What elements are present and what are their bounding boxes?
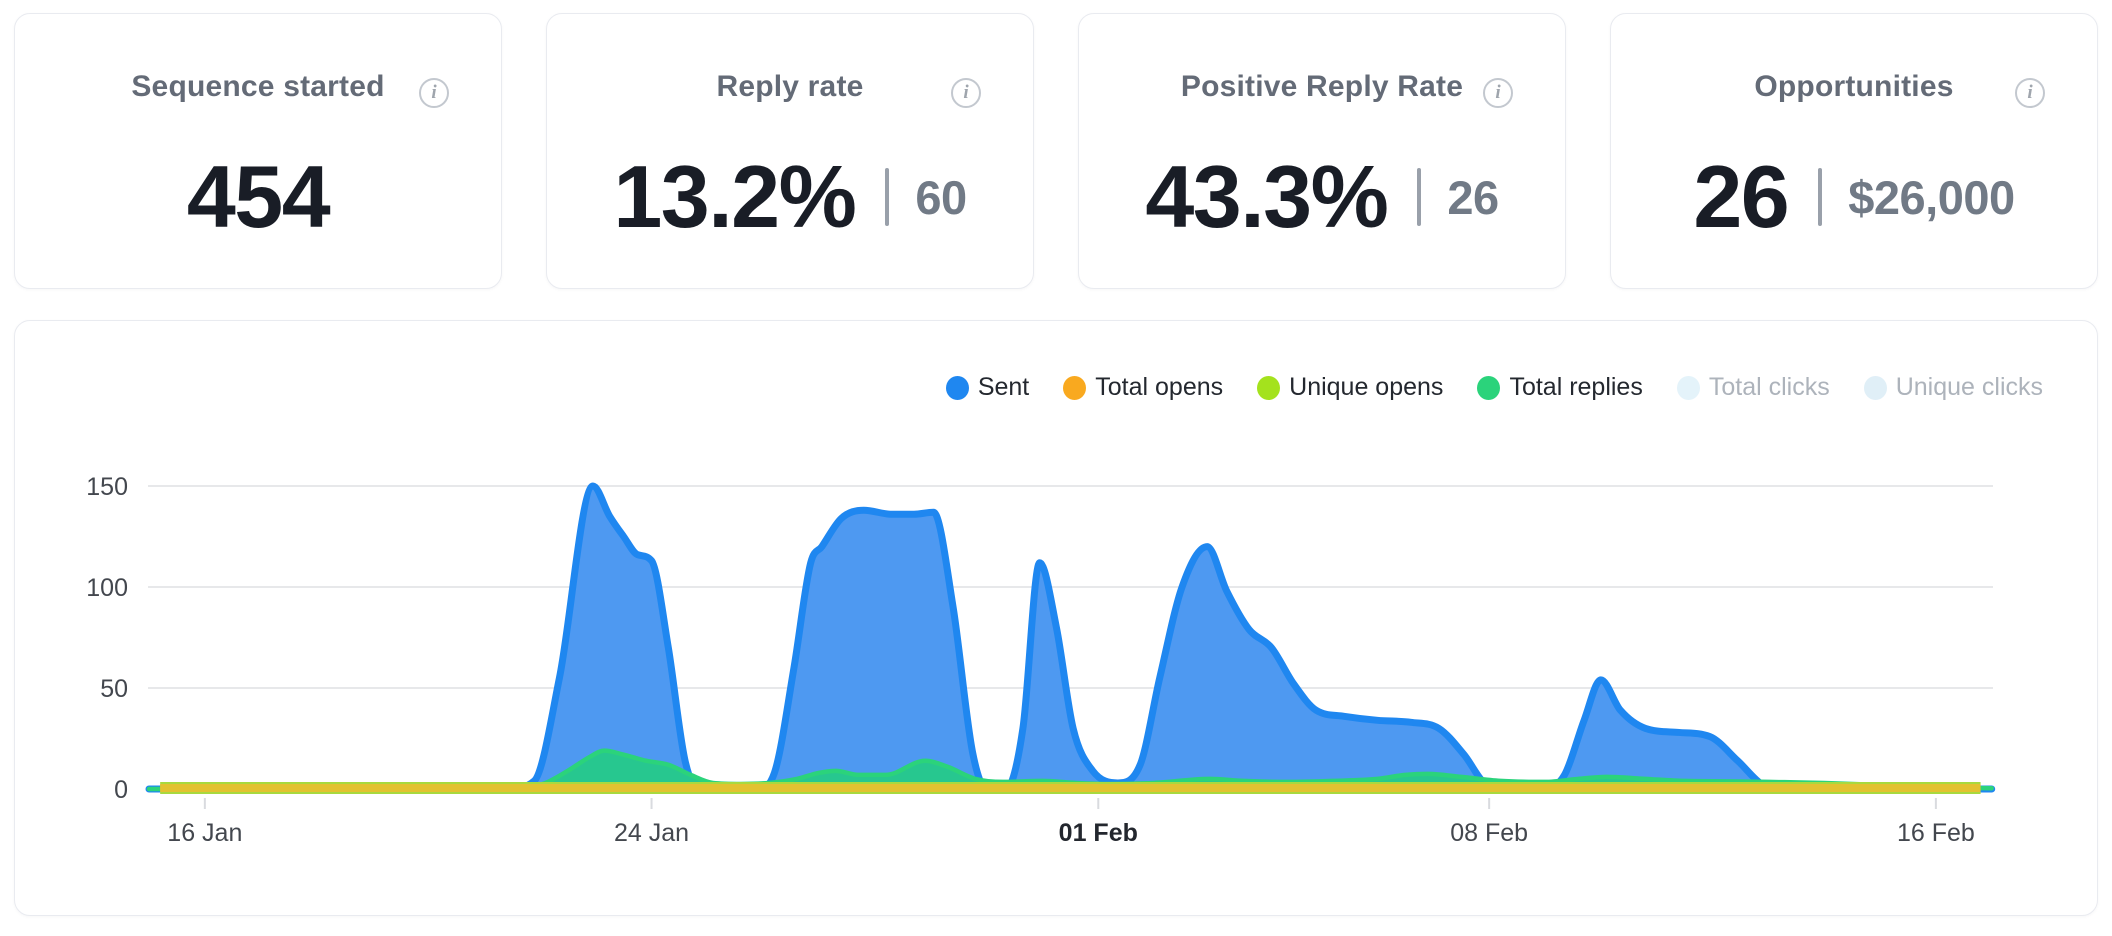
legend-item-total-clicks[interactable]: Total clicks bbox=[1676, 373, 1830, 402]
legend-dot-icon bbox=[1477, 375, 1501, 400]
stat-sub-group: $26,000 bbox=[1788, 168, 2015, 226]
stat-title: Sequence started bbox=[131, 70, 385, 103]
legend-label: Total clicks bbox=[1708, 373, 1830, 401]
legend-dot-icon bbox=[1257, 375, 1281, 400]
series-total-replies-area bbox=[149, 750, 1992, 789]
legend-label: Unique clicks bbox=[1895, 373, 2043, 401]
legend-label: Total opens bbox=[1095, 373, 1224, 401]
stat-secondary-value: $26,000 bbox=[1848, 170, 2015, 224]
info-icon[interactable] bbox=[419, 78, 449, 108]
y-axis-label: 50 bbox=[100, 675, 128, 703]
info-icon[interactable] bbox=[1483, 78, 1513, 108]
value-divider bbox=[1818, 168, 1823, 226]
legend-item-sent[interactable]: Sent bbox=[945, 373, 1030, 402]
legend-dot-icon bbox=[1063, 375, 1087, 400]
x-axis-label: 16 Jan bbox=[167, 819, 242, 847]
legend-label: Unique opens bbox=[1289, 373, 1444, 401]
chart-legend: Sent Total opens Unique opens Total replies… bbox=[945, 373, 2043, 402]
legend-dot-icon bbox=[945, 375, 969, 400]
series-sent-area bbox=[149, 486, 1992, 789]
stat-sub-group: 60 bbox=[855, 168, 967, 226]
stat-card-opportunities: Opportunities 26 $26,000 bbox=[1610, 13, 2098, 289]
legend-label: Sent bbox=[977, 373, 1030, 401]
stat-value-row: 26 $26,000 bbox=[1611, 146, 2097, 248]
legend-label: Total replies bbox=[1509, 373, 1643, 401]
legend-item-unique-opens[interactable]: Unique opens bbox=[1257, 373, 1443, 402]
stat-title: Opportunities bbox=[1754, 70, 1954, 103]
stat-secondary-value: 26 bbox=[1447, 170, 1499, 224]
legend-dot-icon bbox=[1863, 375, 1887, 400]
legend-item-unique-clicks[interactable]: Unique clicks bbox=[1863, 373, 2043, 402]
stat-sub-group: 26 bbox=[1387, 168, 1499, 226]
value-divider bbox=[885, 168, 890, 226]
stat-value-row: 43.3% 26 bbox=[1079, 146, 1565, 248]
y-axis-label: 0 bbox=[114, 776, 128, 804]
value-divider bbox=[1417, 168, 1422, 226]
info-icon[interactable] bbox=[951, 78, 981, 108]
stat-value: 43.3% bbox=[1145, 147, 1389, 246]
legend-item-total-replies[interactable]: Total replies bbox=[1477, 373, 1643, 402]
stat-cards-row: Sequence started 454 Reply rate 13.2% 60 bbox=[14, 13, 2098, 289]
stat-value-row: 454 bbox=[15, 146, 501, 248]
x-axis-label: 16 Feb bbox=[1897, 819, 1975, 847]
stat-secondary-value: 60 bbox=[915, 170, 967, 224]
stat-card-reply-rate: Reply rate 13.2% 60 bbox=[546, 13, 1034, 289]
x-axis-label: 24 Jan bbox=[614, 819, 689, 847]
stat-value-row: 13.2% 60 bbox=[547, 146, 1033, 248]
y-axis-label: 150 bbox=[86, 473, 128, 501]
stat-card-positive-reply-rate: Positive Reply Rate 43.3% 26 bbox=[1078, 13, 1566, 289]
stat-value: 26 bbox=[1693, 147, 1789, 246]
stat-value: 13.2% bbox=[613, 147, 857, 246]
series-total-replies-line bbox=[146, 748, 1994, 792]
stat-title: Reply rate bbox=[716, 70, 864, 103]
stat-value: 454 bbox=[186, 147, 331, 246]
x-axis-label: 01 Feb bbox=[1059, 819, 1138, 847]
stat-title: Positive Reply Rate bbox=[1180, 70, 1464, 103]
chart-svg: 150 100 50 0 16 Jan 24 Jan 01 Feb 08 Feb 16 Feb bbox=[86, 473, 1996, 847]
x-axis-label: 08 Feb bbox=[1450, 819, 1528, 847]
sequence-activity-chart-card: Sent Total opens Unique opens Total replies… bbox=[14, 320, 2098, 916]
info-icon[interactable] bbox=[2015, 78, 2045, 108]
y-axis-label: 100 bbox=[86, 574, 128, 602]
legend-item-total-opens[interactable]: Total opens bbox=[1063, 373, 1223, 402]
legend-dot-icon bbox=[1676, 375, 1700, 400]
series-sent-line bbox=[145, 482, 1996, 793]
stat-card-sequence-started: Sequence started 454 bbox=[14, 13, 502, 289]
